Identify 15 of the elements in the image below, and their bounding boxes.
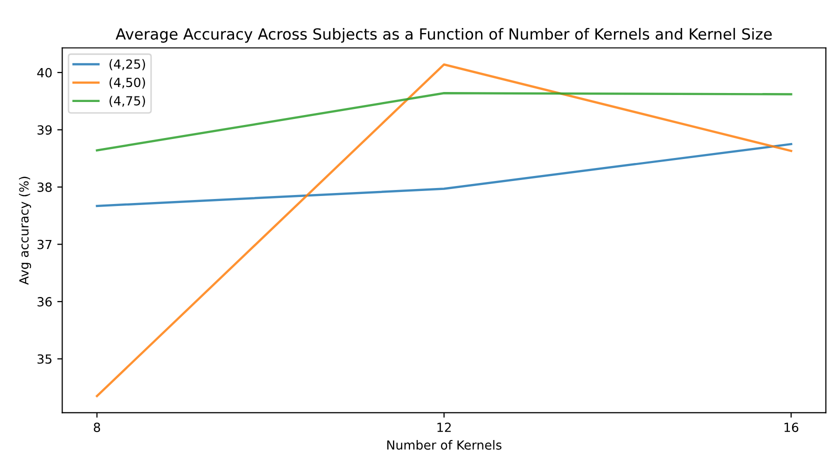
- x-tick-label: 8: [94, 422, 100, 432]
- legend-label: (4,75): [110, 96, 146, 107]
- y-tick-label: 38: [38, 182, 52, 192]
- legend-label: (4,50): [110, 77, 146, 89]
- chart-title: Average Accuracy Across Subjects as a Function of Number of Kernels and Kernel Size: [116, 28, 772, 43]
- legend-label: (4,25): [110, 59, 146, 70]
- y-axis-title: Avg accuracy (%): [18, 176, 32, 285]
- y-tick-label: 39: [38, 125, 52, 135]
- x-tick-label: 12: [437, 422, 451, 432]
- y-tick-label: 36: [38, 297, 52, 307]
- x-axis-title: Number of Kernels: [387, 440, 502, 450]
- x-tick-label: 16: [784, 422, 798, 432]
- y-tick-label: 40: [37, 68, 52, 78]
- y-tick-label: 35: [38, 354, 52, 364]
- y-tick-label: 37: [38, 240, 52, 250]
